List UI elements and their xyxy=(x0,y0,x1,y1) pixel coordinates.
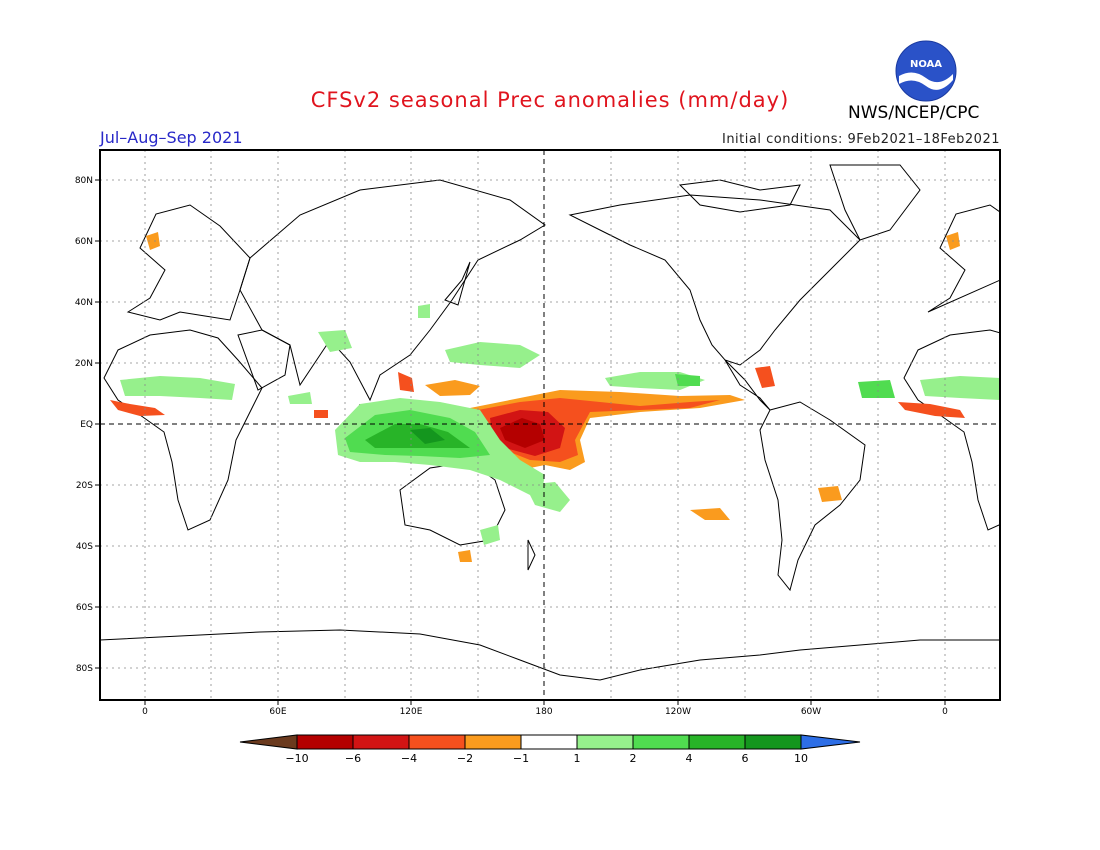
europe-outline-right xyxy=(927,204,1000,313)
lon-label: 0 xyxy=(942,707,948,717)
wet-anomalies xyxy=(120,304,1000,545)
australia-se-dry xyxy=(458,550,472,562)
lat-label: 40S xyxy=(76,542,93,552)
asia-outline xyxy=(239,179,546,402)
lat-label: 80N xyxy=(75,176,93,186)
south-pacific-wet xyxy=(525,482,570,512)
arabia-outline xyxy=(237,329,291,391)
lat-label: EQ xyxy=(80,420,93,430)
agency-label: NWS/NCEP/CPC xyxy=(848,103,980,123)
colorbar-swatch xyxy=(632,734,690,750)
lat-label: 60N xyxy=(75,237,93,247)
chart-title: CFSv2 seasonal Prec anomalies (mm/day) xyxy=(310,88,790,112)
east-pacific-wet-mid xyxy=(675,374,700,386)
colorbar-swatch xyxy=(352,734,410,750)
philippine-sea-wet xyxy=(445,342,540,368)
colorbar-label: −10 xyxy=(285,752,308,765)
colorbar-swatch xyxy=(296,734,354,750)
scandinavia-dry xyxy=(146,232,160,250)
brazil-dry xyxy=(818,486,842,502)
bengal-wet xyxy=(318,330,352,352)
colorbar-arrow-low xyxy=(239,734,298,750)
grid xyxy=(100,150,1000,700)
reference-lines xyxy=(100,150,1000,700)
maritime-wet-core xyxy=(410,428,445,444)
indian-ocean-wet xyxy=(288,392,312,404)
map-frame xyxy=(99,149,1001,701)
sahel-wet xyxy=(120,376,235,400)
lon-label: 0 xyxy=(142,707,148,717)
dry-anomalies xyxy=(110,232,965,562)
japan-outline xyxy=(444,261,471,306)
colorbar-swatch xyxy=(688,734,746,750)
colorbar-label: 4 xyxy=(686,752,693,765)
lat-label: 80S xyxy=(76,664,93,674)
greenland-outline xyxy=(829,164,921,241)
lat-label: 40N xyxy=(75,298,93,308)
arctic-islands-outline xyxy=(678,179,801,213)
pacific-dry-core xyxy=(500,418,545,448)
lon-label: 180 xyxy=(535,707,552,717)
initial-conditions: Initial conditions: 9Feb2021–18Feb2021 xyxy=(721,132,1000,147)
africa-outline-right xyxy=(903,329,1000,531)
ticks xyxy=(95,179,946,705)
africa-guinea-dry-right xyxy=(898,402,965,418)
africa-outline xyxy=(103,329,263,531)
antarctica-outline xyxy=(100,629,1000,681)
caribbean-dry xyxy=(755,366,775,388)
new-zealand-outline xyxy=(527,539,536,571)
colorbar-label: −4 xyxy=(401,752,417,765)
colorbar-label: 6 xyxy=(742,752,749,765)
lon-label: 60E xyxy=(269,707,286,717)
north-america-outline xyxy=(568,194,861,366)
colorbar-label: 10 xyxy=(794,752,808,765)
colorbar-swatch xyxy=(520,734,578,750)
colorbar-swatch xyxy=(464,734,522,750)
australia-e-wet xyxy=(480,525,500,545)
europe-outline xyxy=(126,204,251,321)
lat-label: 60S xyxy=(76,603,93,613)
colorbar-label: 2 xyxy=(630,752,637,765)
philippine-dry xyxy=(398,372,414,392)
colorbar-swatch xyxy=(744,734,802,750)
colorbar-label: −1 xyxy=(513,752,529,765)
forecast-period: Jul–Aug–Sep 2021 xyxy=(100,128,243,147)
noaa-logo-icon: NOAA xyxy=(895,40,957,102)
westpac-dry xyxy=(425,380,480,396)
sahel-wet-right xyxy=(920,376,1000,400)
lat-label: 20S xyxy=(76,481,93,491)
colorbar-legend: −10 −6 −4 −2 −1 1 2 4 6 10 xyxy=(239,734,861,765)
colorbar-swatch xyxy=(408,734,466,750)
colorbar-arrow-high xyxy=(800,734,861,750)
colorbar-swatch xyxy=(576,734,634,750)
india-dry xyxy=(314,410,328,418)
africa-guinea-dry xyxy=(110,400,165,416)
lat-label: 20N xyxy=(75,359,93,369)
colorbar-label: −2 xyxy=(457,752,473,765)
colorbar-label: −6 xyxy=(345,752,361,765)
svg-text:NOAA: NOAA xyxy=(910,59,942,70)
southpac-dry xyxy=(690,508,730,520)
japan-wet xyxy=(418,304,430,318)
south-america-outline xyxy=(759,401,866,592)
lon-label: 60W xyxy=(801,707,821,717)
colorbar-label: 1 xyxy=(574,752,581,765)
lon-label: 120E xyxy=(400,707,423,717)
lon-label: 120W xyxy=(665,707,691,717)
atlantic-wet xyxy=(858,380,895,398)
